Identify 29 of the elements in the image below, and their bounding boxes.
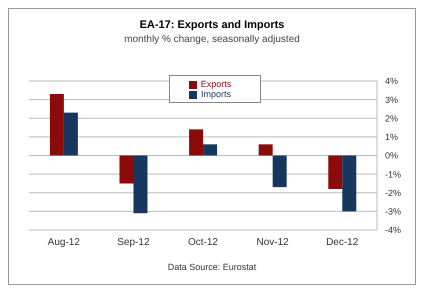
y-tick-label: -1% <box>385 169 402 180</box>
y-tick-label: 4% <box>385 76 398 86</box>
bar <box>272 156 287 188</box>
x-tick-label: Aug-12 <box>48 237 80 248</box>
source-note: Data Source: Eurostat <box>166 262 258 272</box>
y-tick-label: 2% <box>385 113 398 124</box>
bar <box>328 156 342 190</box>
chart-subtitle: monthly % change, seasonally adjusted <box>123 34 301 45</box>
y-tick-label: -2% <box>385 188 402 198</box>
bar <box>64 112 78 156</box>
x-tick-label: Sep-12 <box>117 237 150 248</box>
bar <box>189 129 204 156</box>
legend-label: Imports <box>200 89 231 99</box>
y-tick-label: -4% <box>385 225 402 236</box>
chart-title: EA-17: Exports and Imports <box>138 19 286 31</box>
bar <box>342 156 356 212</box>
x-tick-label: Dec-12 <box>326 237 359 248</box>
x-tick-label: Nov-12 <box>256 237 290 248</box>
x-tick-label: Oct-12 <box>188 237 218 248</box>
y-tick-label: 1% <box>385 132 398 142</box>
bar <box>119 156 134 184</box>
bar <box>258 144 273 156</box>
y-tick-label: 3% <box>385 94 398 105</box>
y-tick-label: 0% <box>385 150 398 161</box>
bar <box>50 94 64 156</box>
legend-label: Exports <box>200 79 232 89</box>
bar <box>203 144 218 156</box>
bar <box>133 156 148 214</box>
y-tick-label: -3% <box>385 206 402 217</box>
